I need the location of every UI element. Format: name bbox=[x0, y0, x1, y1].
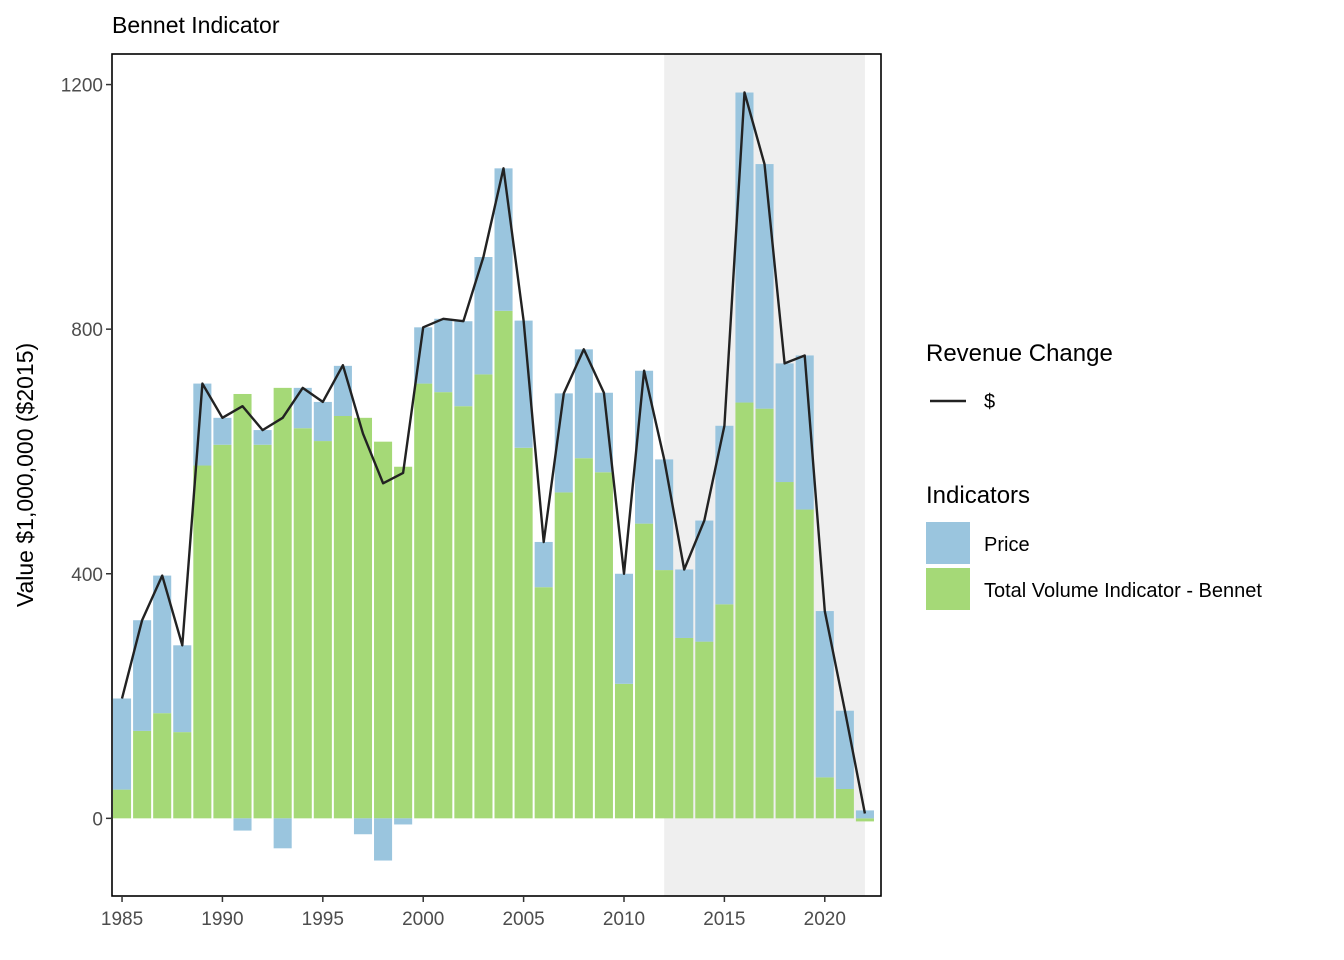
bar-price-2002 bbox=[454, 321, 473, 407]
bar-price-2005 bbox=[514, 320, 533, 448]
bar-price-2021 bbox=[835, 710, 854, 789]
bar-volume-1986 bbox=[133, 730, 152, 819]
bar-price-2009 bbox=[594, 392, 613, 473]
bar-volume-2005 bbox=[514, 447, 533, 819]
bar-volume-1991 bbox=[233, 393, 252, 819]
x-tick-label-2000: 2000 bbox=[402, 909, 444, 930]
bar-volume-2001 bbox=[434, 392, 453, 819]
bar-price-2016 bbox=[735, 92, 754, 403]
bar-price-1999 bbox=[394, 818, 413, 825]
bar-volume-2003 bbox=[474, 374, 493, 819]
bar-volume-2017 bbox=[755, 408, 774, 819]
bar-price-2022 bbox=[855, 810, 874, 819]
bar-volume-2019 bbox=[795, 509, 814, 819]
plot-panel-border bbox=[111, 53, 882, 897]
bar-volume-2011 bbox=[635, 523, 654, 819]
bar-price-1997 bbox=[353, 818, 373, 835]
bar-price-2010 bbox=[614, 573, 634, 684]
bar-price-1988 bbox=[173, 645, 192, 733]
bar-price-2019 bbox=[795, 355, 814, 510]
bar-volume-1999 bbox=[394, 466, 413, 819]
bar-volume-1993 bbox=[273, 387, 292, 819]
bar-price-2006 bbox=[534, 541, 553, 588]
x-tick-label-2015: 2015 bbox=[703, 909, 745, 930]
bar-volume-2020 bbox=[815, 777, 834, 819]
bar-price-2015 bbox=[715, 425, 734, 605]
legend-key-volume bbox=[926, 568, 970, 610]
bar-price-2012 bbox=[655, 459, 674, 571]
bar-volume-1994 bbox=[293, 428, 312, 819]
bar-price-1998 bbox=[374, 818, 393, 861]
bar-price-1987 bbox=[153, 575, 172, 714]
y-tick-label-1200: 1200 bbox=[61, 76, 103, 97]
bar-price-1986 bbox=[133, 620, 152, 731]
bar-price-2003 bbox=[474, 257, 493, 375]
legend-key-price bbox=[926, 522, 970, 564]
bar-volume-2015 bbox=[715, 604, 734, 819]
bar-price-2017 bbox=[755, 164, 774, 409]
y-axis-title: Value $1,000,000 ($2015) bbox=[12, 343, 38, 607]
bar-price-1993 bbox=[273, 818, 292, 849]
legend-title-revenue-change: Revenue Change bbox=[926, 340, 1113, 367]
legend-label-price: Price bbox=[984, 534, 1030, 556]
bar-price-1985 bbox=[113, 698, 132, 790]
bar-price-1994 bbox=[293, 387, 312, 429]
x-tick-label-2005: 2005 bbox=[502, 909, 544, 930]
bar-volume-1990 bbox=[213, 444, 232, 819]
bar-volume-1992 bbox=[253, 444, 272, 819]
bar-volume-2007 bbox=[554, 492, 573, 819]
bar-volume-1996 bbox=[333, 415, 352, 819]
bar-volume-2021 bbox=[835, 788, 854, 819]
legend-title-indicators: Indicators bbox=[926, 482, 1030, 509]
bar-volume-2013 bbox=[675, 637, 694, 819]
bar-volume-2006 bbox=[534, 587, 553, 819]
bar-volume-1985 bbox=[113, 789, 132, 819]
bar-volume-2012 bbox=[655, 570, 674, 819]
chart-title: Bennet Indicator bbox=[112, 12, 280, 38]
bar-price-1995 bbox=[313, 401, 332, 442]
bar-volume-2004 bbox=[494, 310, 513, 819]
bar-price-2001 bbox=[434, 318, 453, 393]
x-tick-label-2020: 2020 bbox=[804, 909, 846, 930]
bar-volume-2000 bbox=[414, 383, 433, 819]
bar-volume-2014 bbox=[695, 641, 714, 819]
x-tick-label-1985: 1985 bbox=[101, 909, 143, 930]
bar-price-2004 bbox=[494, 168, 513, 311]
revenue-change-line bbox=[120, 91, 867, 814]
bar-price-2008 bbox=[574, 349, 593, 459]
x-tick-label-1990: 1990 bbox=[201, 909, 243, 930]
y-tick-label-0: 0 bbox=[92, 809, 103, 830]
bar-price-2020 bbox=[815, 611, 834, 778]
bar-volume-2016 bbox=[735, 402, 754, 819]
bar-volume-1988 bbox=[173, 732, 192, 819]
bar-price-1990 bbox=[213, 417, 232, 445]
bar-price-1991 bbox=[233, 818, 252, 831]
y-tick-label-800: 800 bbox=[71, 320, 103, 341]
bar-volume-2009 bbox=[594, 472, 613, 819]
bar-price-2013 bbox=[675, 569, 694, 638]
bar-volume-1987 bbox=[153, 713, 172, 819]
bar-volume-2010 bbox=[614, 683, 634, 819]
x-tick-label-2010: 2010 bbox=[603, 909, 645, 930]
bar-volume-2002 bbox=[454, 406, 473, 819]
x-tick-label-1995: 1995 bbox=[302, 909, 344, 930]
bar-volume-1995 bbox=[313, 441, 332, 819]
bar-volume-2022 bbox=[855, 818, 874, 822]
legend-label-dollar: $ bbox=[984, 391, 995, 413]
bar-volume-2018 bbox=[775, 482, 794, 819]
bar-volume-2008 bbox=[574, 458, 593, 819]
legend-label-volume: Total Volume Indicator - Bennet bbox=[984, 580, 1262, 602]
bar-volume-1989 bbox=[193, 465, 212, 819]
bar-volume-1997 bbox=[353, 417, 373, 819]
bar-price-2000 bbox=[414, 327, 433, 384]
bar-volume-1998 bbox=[374, 441, 393, 819]
bar-price-2018 bbox=[775, 363, 794, 483]
bar-price-1992 bbox=[253, 430, 272, 445]
bar-price-2014 bbox=[695, 520, 714, 642]
y-tick-label-400: 400 bbox=[71, 565, 103, 586]
